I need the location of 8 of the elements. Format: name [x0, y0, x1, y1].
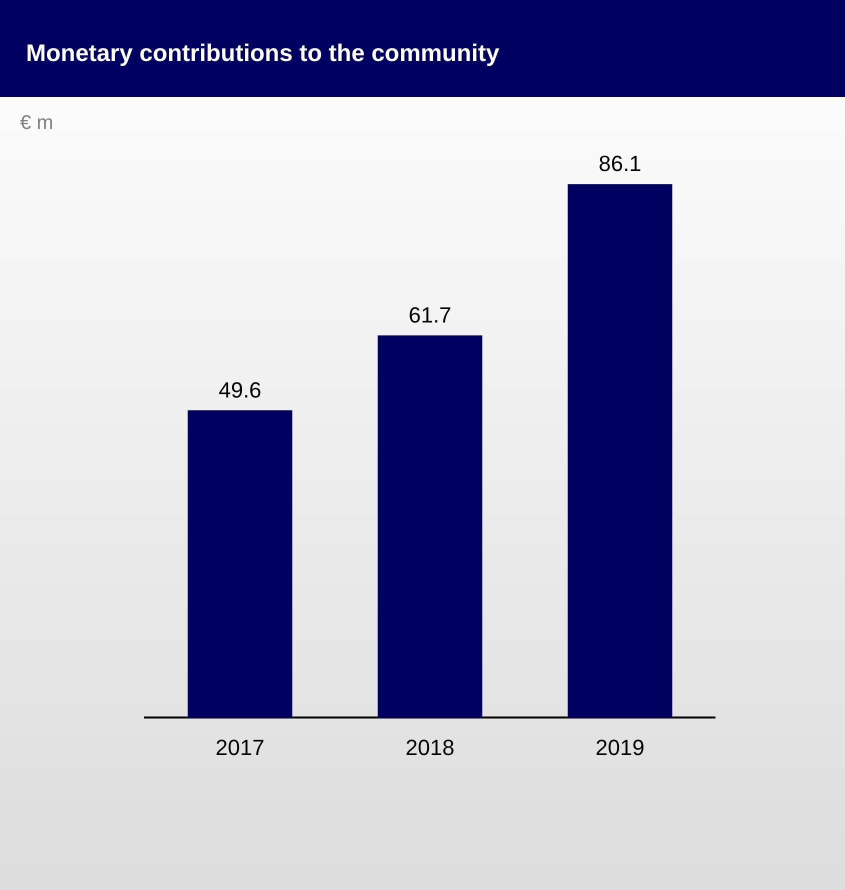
data-label: 49.6	[218, 377, 262, 402]
chart-title: Monetary contributions to the community	[0, 0, 845, 97]
x-tick-label: 2019	[596, 734, 644, 760]
x-tick-label: 2018	[406, 734, 454, 760]
x-tick-label: 2017	[216, 734, 264, 760]
data-label: 86.1	[598, 151, 642, 176]
data-label: 61.7	[408, 302, 452, 328]
text: € m	[20, 112, 54, 135]
